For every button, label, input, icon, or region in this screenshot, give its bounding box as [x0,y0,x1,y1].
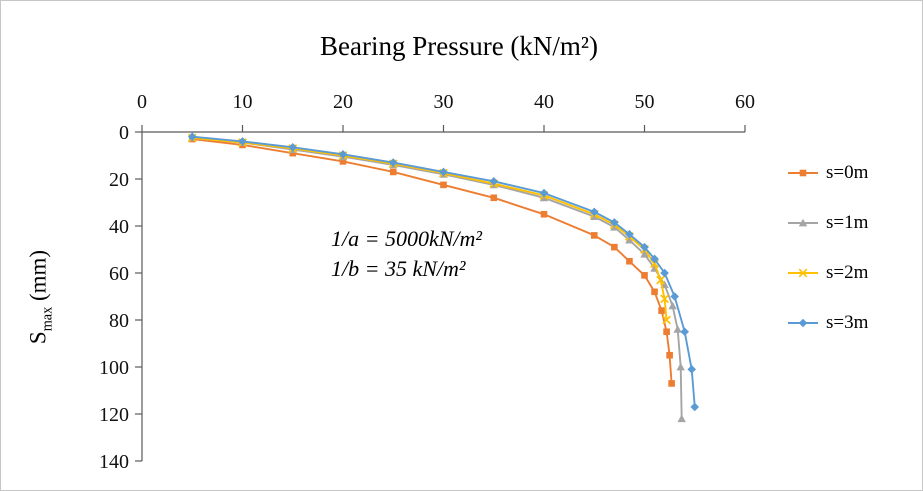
legend-item-s-0m: s=0m [787,148,868,198]
legend-label-s-1m: s=1m [826,212,869,233]
y-axis-title: Smax (mm) [26,250,57,344]
legend-label-s-2m: s=2m [826,262,869,283]
y-tick-label: 0 [119,122,129,144]
y-tick-label: 100 [99,357,129,379]
y-tick-label: 20 [109,169,129,191]
x-tick-label: 30 [434,91,454,113]
annotation-line-2: 1/b = 35 kN/m² [331,256,466,281]
y-tick-label: 140 [99,451,129,473]
series-line-s-1m [192,136,683,419]
legend-item-s-1m: s=1m [787,198,868,248]
y-axis-title-suffix: (mm) [25,249,51,307]
legend-item-s-2m: s=2m [787,248,868,298]
x-tick-label: 10 [233,91,253,113]
x-tick-label: 60 [735,91,755,113]
series-line-s-3m [192,135,696,407]
y-tick-label: 80 [109,310,129,332]
series-line-s-2m [192,136,668,321]
legend-marker-s-2m-icon [788,268,818,278]
legend-marker-s-1m-icon [788,218,818,227]
legend-marker-s-3m-icon [788,318,818,328]
y-tick-label: 120 [99,404,129,426]
x-tick-label: 0 [137,91,147,113]
x-tick-label: 20 [333,91,353,113]
series-markers-s-3m [187,132,700,412]
chart-title: Bearing Pressure (kN/m²) [320,31,598,61]
series-s-3m [187,132,700,412]
axes: 0 10 20 30 40 50 60 0 20 40 60 80 100 120 140 [99,91,755,473]
x-tick-label: 50 [635,91,655,113]
legend-label-s-3m: s=3m [826,312,869,333]
annotation-line-1: 1/a = 5000kN/m² [331,226,482,251]
y-axis-title-sub: max [39,306,56,332]
legend: s=0m s=1m s=2m s=3m [787,148,868,348]
x-tick-label: 40 [534,91,554,113]
series-layer [187,132,700,423]
series-markers-s-0m [188,135,675,387]
legend-label-s-0m: s=0m [826,162,869,183]
legend-marker-s-0m-icon [788,169,818,177]
y-axis-title-prefix: S [25,331,51,345]
legend-item-s-3m: s=3m [787,298,868,348]
model-annotation: 1/a = 5000kN/m² 1/b = 35 kN/m² [331,224,482,284]
y-tick-label: 40 [109,216,129,238]
y-tick-label: 60 [109,263,129,285]
